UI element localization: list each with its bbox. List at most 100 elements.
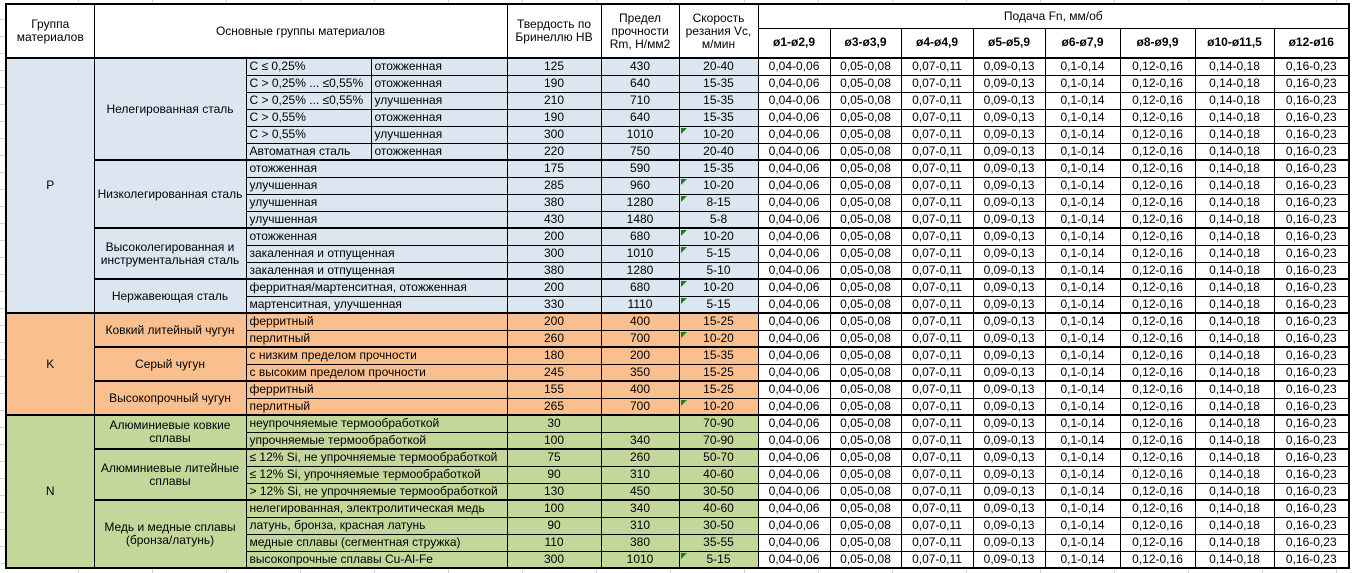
feed-cell[interactable]: 0,04-0,06 <box>757 499 831 518</box>
subgroup-cell[interactable]: Серый чугун <box>93 346 247 382</box>
feed-cell[interactable]: 0,04-0,06 <box>757 380 831 399</box>
feed-cell[interactable]: 0,09-0,13 <box>972 108 1046 127</box>
feed-column-header[interactable]: ø6-ø7,9 <box>1044 27 1121 59</box>
feed-cell[interactable]: 0,12-0,16 <box>1119 448 1196 467</box>
feed-cell[interactable]: 0,05-0,08 <box>829 261 902 280</box>
feed-cell[interactable]: 0,14-0,18 <box>1194 329 1275 348</box>
rm-cell[interactable]: 380 <box>600 533 680 552</box>
feed-cell[interactable]: 0,07-0,11 <box>900 499 974 518</box>
feed-cell[interactable]: 0,07-0,11 <box>900 448 974 467</box>
hb-cell[interactable]: 220 <box>506 142 602 161</box>
hb-cell[interactable]: 260 <box>506 329 602 348</box>
composition-cell[interactable]: C > 0,25% ... ≤0,55% <box>245 91 372 110</box>
vc-cell[interactable]: 15-25 <box>678 380 759 399</box>
feed-cell[interactable]: 0,09-0,13 <box>972 380 1046 399</box>
header-strength-rm[interactable]: Предел прочности Rm, Н/мм2 <box>600 3 680 59</box>
feed-cell[interactable]: 0,14-0,18 <box>1194 227 1275 246</box>
feed-cell[interactable]: 0,04-0,06 <box>757 550 831 569</box>
feed-cell[interactable]: 0,09-0,13 <box>972 261 1046 280</box>
feed-cell[interactable]: 0,05-0,08 <box>829 159 902 178</box>
material-desc-cell[interactable]: перлитный <box>245 329 508 348</box>
feed-cell[interactable]: 0,05-0,08 <box>829 346 902 365</box>
feed-cell[interactable]: 0,1-0,14 <box>1044 482 1121 501</box>
rm-cell[interactable]: 310 <box>600 465 680 484</box>
feed-cell[interactable]: 0,1-0,14 <box>1044 278 1121 297</box>
feed-cell[interactable]: 0,12-0,16 <box>1119 397 1196 416</box>
feed-cell[interactable]: 0,12-0,16 <box>1119 363 1196 382</box>
material-desc-cell[interactable]: высокопрочные сплавы Cu-Al-Fe <box>245 550 508 569</box>
feed-cell[interactable]: 0,14-0,18 <box>1194 244 1275 263</box>
feed-cell[interactable]: 0,05-0,08 <box>829 176 902 195</box>
material-desc-cell[interactable]: ≤ 12% Si, не упрочняемые термообработкой <box>245 448 508 467</box>
vc-cell[interactable]: 15-35 <box>678 74 759 93</box>
feed-cell[interactable]: 0,04-0,06 <box>757 159 831 178</box>
feed-cell[interactable]: 0,07-0,11 <box>900 176 974 195</box>
material-desc-cell[interactable]: мартенситная, улучшенная <box>245 295 508 314</box>
feed-cell[interactable]: 0,14-0,18 <box>1194 414 1275 433</box>
hb-cell[interactable]: 90 <box>506 465 602 484</box>
feed-cell[interactable]: 0,09-0,13 <box>972 499 1046 518</box>
feed-cell[interactable]: 0,05-0,08 <box>829 329 902 348</box>
feed-column-header[interactable]: ø5-ø5,9 <box>972 27 1046 59</box>
vc-cell[interactable]: 10-20 <box>678 125 759 144</box>
header-cutting-speed-vc[interactable]: Скорость резания Vc, м/мин <box>678 3 759 59</box>
feed-cell[interactable]: 0,04-0,06 <box>757 363 831 382</box>
feed-cell[interactable]: 0,14-0,18 <box>1194 74 1275 93</box>
hb-cell[interactable]: 200 <box>506 312 602 331</box>
material-desc-cell[interactable]: латунь, бронза, красная латунь <box>245 516 508 535</box>
feed-cell[interactable]: 0,14-0,18 <box>1194 278 1275 297</box>
material-desc-cell[interactable]: упрочняемые термообработкой <box>245 431 508 450</box>
header-main-groups[interactable]: Основные группы материалов <box>93 3 508 59</box>
feed-cell[interactable]: 0,1-0,14 <box>1044 312 1121 331</box>
feed-cell[interactable]: 0,07-0,11 <box>900 210 974 229</box>
feed-cell[interactable]: 0,07-0,11 <box>900 193 974 212</box>
feed-cell[interactable]: 0,09-0,13 <box>972 363 1046 382</box>
feed-cell[interactable]: 0,1-0,14 <box>1044 210 1121 229</box>
feed-cell[interactable]: 0,05-0,08 <box>829 414 902 433</box>
feed-cell[interactable]: 0,1-0,14 <box>1044 465 1121 484</box>
feed-cell[interactable]: 0,16-0,23 <box>1273 57 1350 76</box>
feed-cell[interactable]: 0,04-0,06 <box>757 261 831 280</box>
feed-cell[interactable]: 0,09-0,13 <box>972 448 1046 467</box>
vc-cell[interactable]: 5-10 <box>678 261 759 280</box>
feed-cell[interactable]: 0,16-0,23 <box>1273 227 1350 246</box>
feed-cell[interactable]: 0,16-0,23 <box>1273 550 1350 569</box>
vc-cell[interactable]: 10-20 <box>678 176 759 195</box>
hb-cell[interactable]: 210 <box>506 91 602 110</box>
hb-cell[interactable]: 245 <box>506 363 602 382</box>
feed-cell[interactable]: 0,07-0,11 <box>900 482 974 501</box>
feed-cell[interactable]: 0,05-0,08 <box>829 312 902 331</box>
feed-cell[interactable]: 0,1-0,14 <box>1044 550 1121 569</box>
hb-cell[interactable]: 180 <box>506 346 602 365</box>
feed-cell[interactable]: 0,09-0,13 <box>972 210 1046 229</box>
feed-cell[interactable]: 0,1-0,14 <box>1044 516 1121 535</box>
feed-cell[interactable]: 0,05-0,08 <box>829 397 902 416</box>
feed-cell[interactable]: 0,04-0,06 <box>757 74 831 93</box>
vc-cell[interactable]: 15-35 <box>678 108 759 127</box>
vc-cell[interactable]: 15-35 <box>678 91 759 110</box>
rm-cell[interactable]: 640 <box>600 108 680 127</box>
feed-cell[interactable]: 0,09-0,13 <box>972 431 1046 450</box>
rm-cell[interactable]: 590 <box>600 159 680 178</box>
header-material-group[interactable]: Группа материалов <box>5 3 95 59</box>
feed-cell[interactable]: 0,09-0,13 <box>972 278 1046 297</box>
vc-cell[interactable]: 8-15 <box>678 193 759 212</box>
hb-cell[interactable]: 190 <box>506 74 602 93</box>
subgroup-cell[interactable]: Высокопрочный чугун <box>93 380 247 416</box>
rm-cell[interactable]: 680 <box>600 227 680 246</box>
feed-cell[interactable]: 0,12-0,16 <box>1119 380 1196 399</box>
feed-cell[interactable]: 0,1-0,14 <box>1044 176 1121 195</box>
material-desc-cell[interactable]: отожженная <box>245 159 508 178</box>
feed-cell[interactable]: 0,07-0,11 <box>900 516 974 535</box>
feed-cell[interactable]: 0,05-0,08 <box>829 227 902 246</box>
feed-column-header[interactable]: ø1-ø2,9 <box>757 27 831 59</box>
vc-cell[interactable]: 50-70 <box>678 448 759 467</box>
vc-cell[interactable]: 20-40 <box>678 142 759 161</box>
feed-cell[interactable]: 0,14-0,18 <box>1194 142 1275 161</box>
rm-cell[interactable]: 1010 <box>600 125 680 144</box>
feed-cell[interactable]: 0,07-0,11 <box>900 108 974 127</box>
subgroup-cell[interactable]: Нелегированная сталь <box>93 57 247 161</box>
subgroup-cell[interactable]: Низколегированная сталь <box>93 159 247 229</box>
feed-cell[interactable]: 0,04-0,06 <box>757 142 831 161</box>
material-desc-cell[interactable]: закаленная и отпущенная <box>245 261 508 280</box>
